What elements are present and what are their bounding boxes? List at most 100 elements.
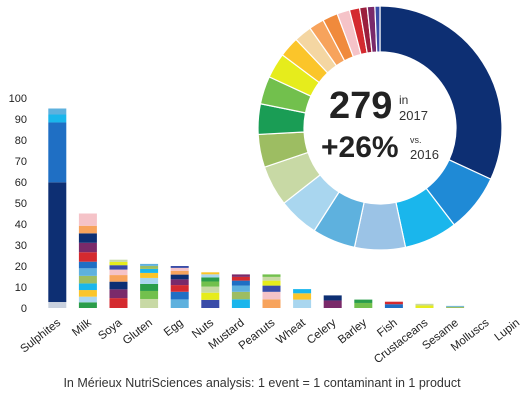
bar-segment <box>48 182 67 303</box>
y-tick-label: 70 <box>15 156 27 168</box>
change-year: 2016 <box>410 147 439 162</box>
category-label: Sulphites <box>18 317 63 356</box>
bar-segment <box>354 302 373 308</box>
bar-segment <box>48 122 67 183</box>
bar-segment <box>201 272 220 275</box>
bar-segment <box>78 283 97 291</box>
bar <box>109 259 128 308</box>
y-tick-label: 20 <box>15 261 27 273</box>
bar-segment <box>446 305 465 307</box>
bar <box>323 295 342 308</box>
bar-segment <box>140 263 159 266</box>
count-prefix: in <box>399 93 408 107</box>
bar-segment <box>323 295 342 301</box>
bar-segment <box>262 280 281 286</box>
bar-segment <box>140 290 159 299</box>
bar-segment <box>78 225 97 234</box>
bar-segment <box>446 306 465 308</box>
bar-segment <box>201 292 220 300</box>
bar-segment <box>109 298 128 308</box>
donut-slice <box>379 5 503 180</box>
bar-segment <box>140 277 159 284</box>
category-label: Barley <box>336 317 369 347</box>
bar-segment <box>293 299 312 308</box>
bar-segment <box>109 261 128 266</box>
bar-segment <box>170 299 189 308</box>
bar <box>48 108 67 308</box>
bar <box>384 301 403 308</box>
bar-segment <box>262 291 281 300</box>
category-label: Fish <box>375 317 400 340</box>
bar-segment <box>78 252 97 262</box>
donut-chart <box>257 5 503 251</box>
bar-segment <box>170 267 189 271</box>
bar-segment <box>293 293 312 300</box>
bar <box>293 289 312 308</box>
bar-segment <box>323 300 342 308</box>
bar-segment <box>262 276 281 281</box>
bar-segment <box>354 299 373 303</box>
bar-segment <box>231 276 250 281</box>
y-tick-label: 60 <box>15 177 27 189</box>
y-tick-label: 10 <box>15 282 27 294</box>
bar-segment <box>109 259 128 262</box>
bar-segment <box>231 274 250 277</box>
bar-segment <box>140 268 159 273</box>
category-label: Egg <box>162 317 186 339</box>
category-label: Gluten <box>121 317 155 347</box>
bar-segment <box>384 304 403 308</box>
bar <box>354 299 373 308</box>
bar-segment <box>78 275 97 284</box>
y-tick-label: 90 <box>15 114 27 126</box>
bar-segment <box>109 269 128 276</box>
bar-segment <box>170 274 189 280</box>
bar-segment <box>262 274 281 277</box>
bar <box>201 272 220 308</box>
bar-segment <box>109 281 128 290</box>
bar-segment <box>48 114 67 123</box>
bar <box>170 266 189 308</box>
bar-segment <box>109 275 128 282</box>
bar-segment <box>48 108 67 115</box>
bar <box>446 305 465 308</box>
bar-segment <box>231 280 250 286</box>
category-label: Celery <box>305 317 339 347</box>
bar-segment <box>415 305 434 308</box>
bar-segment <box>170 279 189 286</box>
bar-segment <box>78 213 97 226</box>
bar-segment <box>231 291 250 300</box>
category-label: Milk <box>70 317 94 339</box>
bar-segment <box>78 296 97 303</box>
bar-segment <box>231 299 250 308</box>
bar <box>78 213 97 308</box>
bar-segment <box>78 242 97 253</box>
bar-segment <box>170 285 189 292</box>
bar-segment <box>109 289 128 299</box>
bar-segment <box>109 265 128 270</box>
change-prefix: vs. <box>410 135 422 145</box>
y-tick-label: 100 <box>9 93 27 105</box>
bar-segment <box>293 289 312 294</box>
y-tick-label: 50 <box>15 198 27 210</box>
bar-segment <box>170 266 189 268</box>
bar-segment <box>201 286 220 293</box>
bar <box>231 274 250 308</box>
bar-segment <box>201 277 220 282</box>
bar <box>262 274 281 308</box>
donut-slice <box>374 5 381 53</box>
category-label: Lupin <box>493 317 523 344</box>
bar-segment <box>140 283 159 291</box>
bar-segment <box>201 274 220 278</box>
bar-segment <box>415 303 434 306</box>
count-value: 279 <box>329 85 392 127</box>
bar-segment <box>262 299 281 308</box>
change-value: +26% <box>321 131 399 164</box>
bar-segment <box>384 301 403 305</box>
category-label: Wheat <box>274 316 308 346</box>
bar-segment <box>170 291 189 300</box>
donut-center-text: 279 in 2017 +26% vs. 2016 <box>321 85 439 164</box>
y-tick-label: 40 <box>15 219 27 231</box>
bar-segment <box>140 298 159 308</box>
